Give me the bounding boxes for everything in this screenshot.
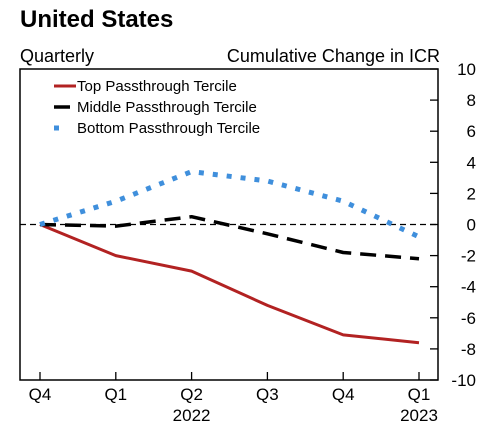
y-tick-label: 10 xyxy=(457,60,476,79)
y-tick-label: -2 xyxy=(461,247,476,266)
legend: Top Passthrough Tercile Middle Passthroug… xyxy=(54,78,260,137)
x-tick-label: Q4 xyxy=(332,385,355,404)
x-tick-label: Q1 xyxy=(104,385,127,404)
y-tick-label: -8 xyxy=(461,340,476,359)
x-tick-label: Q2 xyxy=(180,385,203,404)
x-axis: Q4 Q1 Q2 Q3 Q4 Q1 2022 2023 xyxy=(29,372,438,425)
legend-label-3: Bottom Passthrough Tercile xyxy=(77,120,260,137)
y-tick-label: 4 xyxy=(467,153,476,172)
y-tick-label: -6 xyxy=(461,309,476,328)
y-tick-label: 0 xyxy=(467,216,476,235)
series-line-2 xyxy=(39,214,420,261)
x-year-label: 2023 xyxy=(400,406,438,425)
y-tick-label: 6 xyxy=(467,122,476,141)
x-tick-label: Q4 xyxy=(29,385,52,404)
x-tick-label: Q3 xyxy=(256,385,279,404)
series-line-1 xyxy=(39,223,420,345)
series-line-3 xyxy=(39,169,421,240)
frequency-label: Quarterly xyxy=(20,46,95,66)
legend-label-2: Middle Passthrough Tercile xyxy=(77,99,257,116)
y-tick-label: -4 xyxy=(461,278,476,297)
legend-label-1: Top Passthrough Tercile xyxy=(77,78,237,95)
chart-title: United States xyxy=(20,6,174,33)
y-axis-title: Cumulative Change in ICR xyxy=(226,46,440,66)
x-year-label: 2022 xyxy=(173,406,211,425)
x-tick-label: Q1 xyxy=(408,385,431,404)
y-tick-label: 2 xyxy=(467,184,476,203)
y-axis: 10 8 6 4 2 0 -2 -4 -6 -8 -10 xyxy=(430,60,476,390)
y-tick-label: 8 xyxy=(467,91,476,110)
series-lines xyxy=(39,169,421,345)
y-tick-label: -10 xyxy=(451,371,476,390)
